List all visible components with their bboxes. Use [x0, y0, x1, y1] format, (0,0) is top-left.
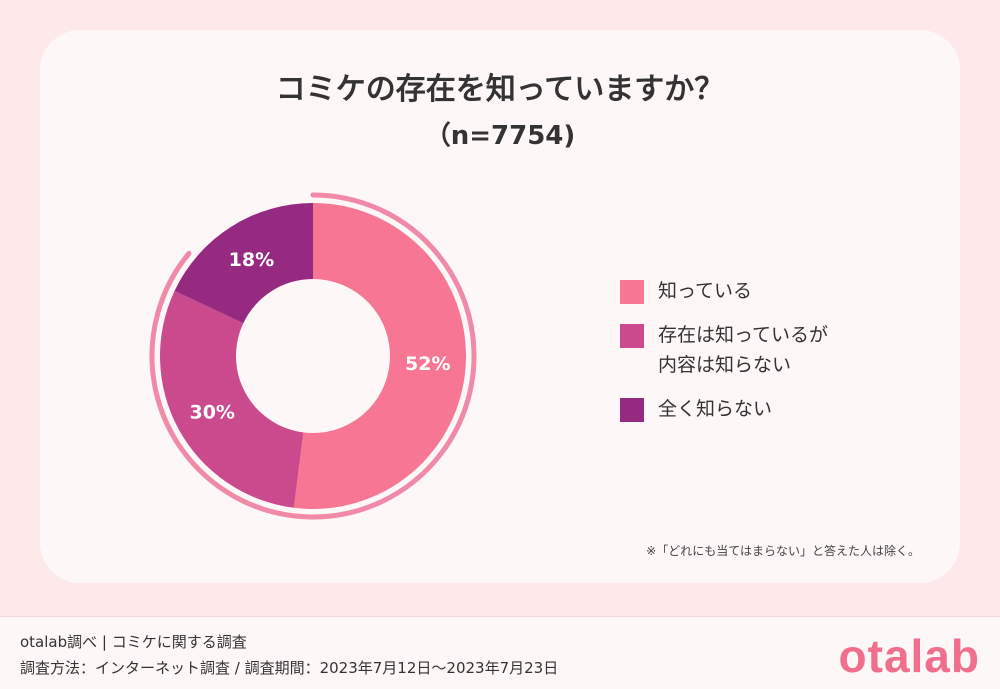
footer: otalab調べ | コミケに関する調査 調査方法：インターネット調査 / 調査… [0, 616, 1000, 689]
legend-item-1: 知っている [620, 276, 828, 306]
legend-item-3: 全く知らない [620, 394, 828, 424]
chart-title: コミケの存在を知っていますか？ [275, 72, 725, 107]
donut-slice-2 [159, 290, 304, 508]
legend-label-3: 全く知らない [658, 398, 773, 420]
slice-label-3: 18% [229, 249, 274, 271]
footer-source: otalab調べ | コミケに関する調査 [20, 633, 247, 651]
chart-legend: 知っている存在は知っているが 内容は知らない全く知らない [620, 276, 828, 438]
footnote: ※「どれにも当てはまらない」と答えた人は除く。 [646, 544, 920, 558]
slice-label-1: 52% [405, 353, 450, 375]
legend-item-2: 存在は知っているが 内容は知らない [620, 320, 828, 380]
legend-swatch-2 [620, 324, 644, 348]
footer-method: 調査方法：インターネット調査 / 調査期間：2023年7月12日～2023年7月… [20, 659, 559, 677]
chart-subtitle: （n=7754) [424, 121, 576, 151]
donut-slice-3 [174, 203, 313, 324]
outer-ring-arc [149, 192, 477, 520]
slice-label-2: 30% [189, 401, 234, 423]
legend-label-1: 知っている [658, 280, 753, 302]
otalab-logo: otalab [838, 630, 980, 682]
legend-swatch-3 [620, 398, 644, 422]
legend-label-2: 存在は知っているが 内容は知らない [658, 324, 829, 376]
legend-swatch-1 [620, 280, 644, 304]
donut-slice-1 [293, 203, 466, 509]
